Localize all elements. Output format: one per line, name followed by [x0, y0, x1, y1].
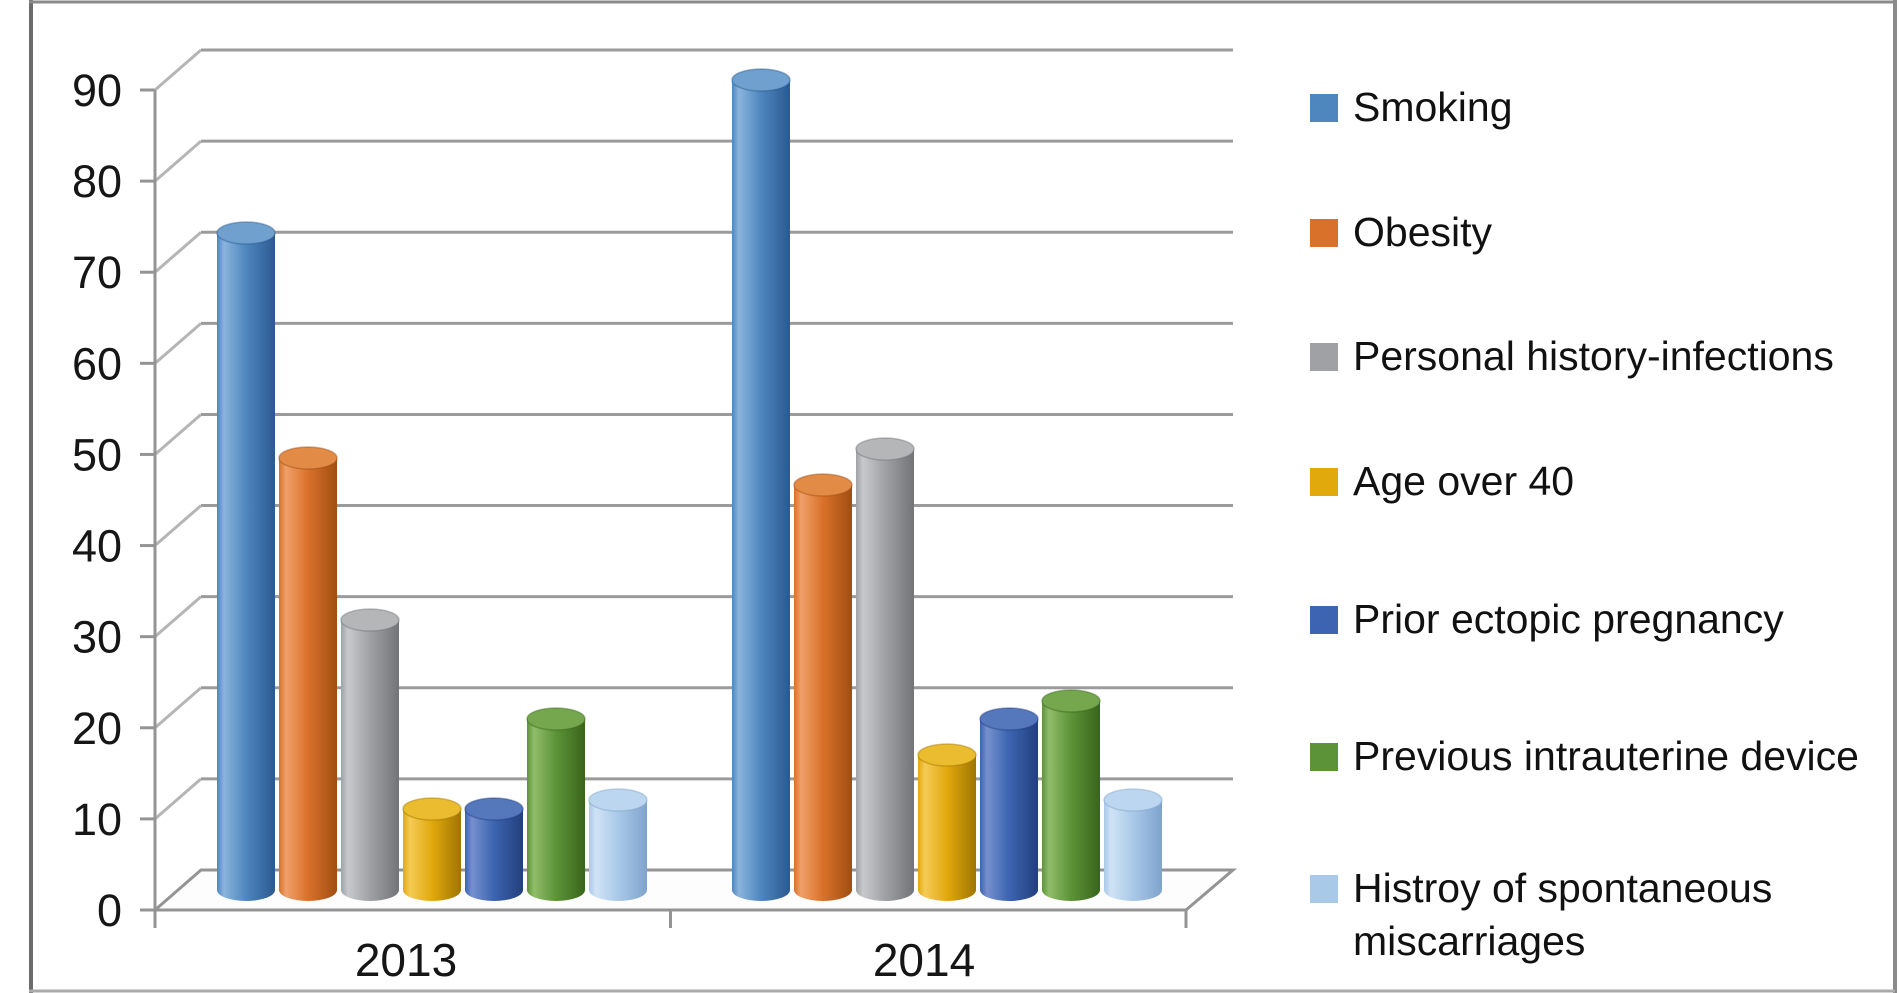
cylinder-bar-2013-0	[216, 221, 276, 901]
cylinder-bar-2014-1	[793, 473, 853, 901]
gridline-depth-connector	[154, 504, 202, 547]
gridline-depth-connector	[154, 231, 202, 274]
legend-label: Personal history-infections	[1353, 333, 1834, 379]
cylinder-bar-2013-1	[278, 446, 338, 901]
legend-item: Obesity	[1310, 206, 1492, 259]
legend: Smoking Obesity Personal history-infecti…	[1310, 0, 1895, 993]
gridline-depth-connector	[154, 322, 202, 365]
legend-swatch-icon	[1310, 468, 1338, 496]
legend-label: Prior ectopic pregnancy	[1353, 596, 1784, 642]
gridline-depth-connector	[154, 686, 202, 729]
cylinder-bar-2013-5	[526, 707, 586, 901]
legend-item: Age over 40	[1310, 455, 1574, 508]
cylinder-bar-2013-2	[340, 608, 400, 901]
cylinder-bar-2013-3	[402, 797, 462, 901]
gridline-depth-connector	[154, 777, 202, 821]
legend-label: Age over 40	[1353, 458, 1575, 504]
cylinder-bar-2013-6	[588, 788, 648, 901]
cylinder-bar-2014-6	[1103, 788, 1163, 901]
legend-swatch-icon	[1310, 94, 1338, 122]
cylinder-bar-2014-5	[1041, 689, 1101, 901]
legend-label: Smoking	[1353, 84, 1513, 130]
legend-item: Previous intrauterine device	[1310, 730, 1859, 783]
legend-item: Histroy of spontaneous miscarriages	[1310, 862, 1855, 968]
cylinder-bar-2013-4	[464, 797, 524, 901]
y-axis-label: 70	[72, 247, 122, 298]
legend-swatch-icon	[1310, 343, 1338, 371]
legend-item: Personal history-infections	[1310, 330, 1834, 383]
y-axis-label: 0	[97, 885, 122, 936]
cylinder-bar-2014-0	[731, 68, 791, 901]
cylinder-bar-2014-3	[917, 743, 977, 901]
y-axis-label: 30	[72, 612, 122, 663]
y-axis-label: 80	[72, 156, 122, 207]
gridline-depth-connector	[154, 595, 202, 638]
legend-item: Prior ectopic pregnancy	[1310, 593, 1784, 646]
y-axis-label: 10	[72, 794, 122, 845]
legend-swatch-icon	[1310, 743, 1338, 771]
gridline-depth-connector	[154, 139, 202, 183]
cylinder-bar-2014-2	[855, 437, 915, 901]
cylinder-bar-2014-4	[979, 707, 1039, 901]
y-axis-label: 90	[72, 65, 122, 116]
gridline-depth-connector	[154, 48, 202, 92]
x-axis-label-2013: 2013	[355, 934, 457, 986]
y-axis-label: 40	[72, 521, 122, 572]
legend-swatch-icon	[1310, 875, 1338, 903]
x-axis-label-2014: 2014	[873, 934, 975, 986]
legend-label: Previous intrauterine device	[1353, 733, 1859, 779]
gridline-depth-connector	[154, 413, 202, 456]
y-axis-label: 50	[72, 429, 122, 480]
legend-swatch-icon	[1310, 606, 1338, 634]
legend-swatch-icon	[1310, 219, 1338, 247]
legend-item: Smoking	[1310, 81, 1513, 134]
legend-label: Obesity	[1353, 209, 1492, 255]
y-axis-label: 60	[72, 338, 122, 389]
y-axis-label: 20	[72, 703, 122, 754]
legend-label: Histroy of spontaneous miscarriages	[1353, 865, 1773, 964]
